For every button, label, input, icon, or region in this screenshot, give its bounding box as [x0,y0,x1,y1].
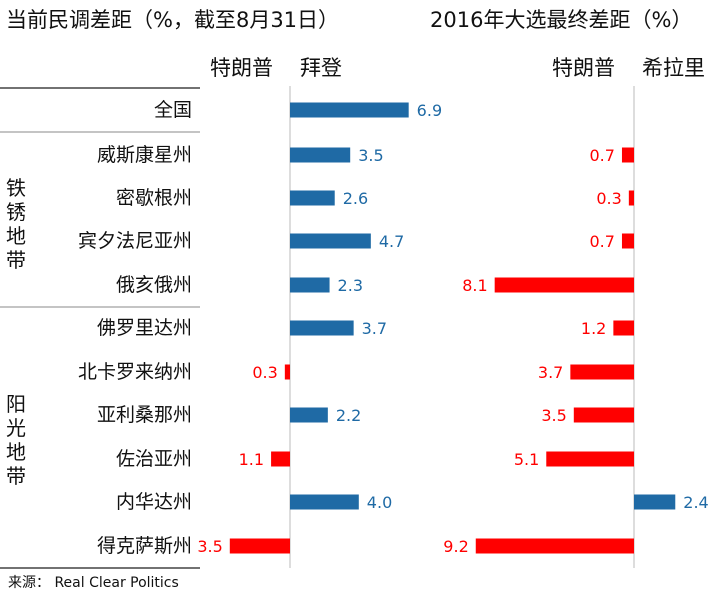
state-label: 密歇根州 [115,187,192,209]
group-label-rust-belt: 铁锈地带 [6,176,26,272]
data-label: 9.2 [443,537,468,556]
data-label: 8.1 [462,276,487,295]
bar [290,407,328,423]
bar [290,102,409,118]
bar [290,147,351,163]
data-label: 6.9 [417,101,442,120]
data-label: 3.5 [358,146,383,165]
data-label: 2.2 [336,406,361,425]
bar [290,320,354,336]
data-label: 0.3 [596,189,621,208]
data-label: 1.1 [239,450,264,469]
state-label: 亚利桑那州 [96,404,192,426]
state-label: 北卡罗来纳州 [77,361,192,383]
data-label: 0.3 [252,363,277,382]
label-trump-2016: 特朗普 [552,56,615,80]
bar [621,147,634,163]
data-label: 3.7 [538,363,563,382]
state-label: 得克萨斯州 [96,535,192,557]
bar [628,190,634,206]
bar [290,494,359,510]
group-label-sun-belt: 阳光地带 [6,392,26,488]
data-label: 5.1 [514,450,539,469]
bar [290,233,371,249]
bar [229,538,290,554]
data-label: 4.0 [367,493,392,512]
bar [494,277,634,293]
data-label: 3.5 [541,406,566,425]
state-label: 内华达州 [115,491,192,513]
data-label: 0.7 [590,146,615,165]
bar [475,538,634,554]
bar [290,277,330,293]
data-label: 0.7 [590,232,615,251]
bar [613,320,634,336]
state-label: 佐治亚州 [115,448,192,470]
title-left: 当前民调差距（%，截至8月31日） [6,8,340,32]
state-label: 佛罗里达州 [96,317,192,339]
source-note: 来源： Real Clear Politics [8,575,179,591]
bar [284,364,290,380]
bar [271,451,290,467]
state-label: 宾夕法尼亚州 [77,230,192,252]
bar [546,451,634,467]
title-right: 2016年大选最终差距（%） [430,8,693,32]
bar [634,494,676,510]
data-label: 2.6 [343,189,368,208]
label-trump-current: 特朗普 [210,56,273,80]
data-label: 2.4 [683,493,708,512]
state-label: 俄亥俄州 [115,274,192,296]
data-label: 2.3 [338,276,363,295]
data-label: 1.2 [581,319,606,338]
bar [621,233,634,249]
state-label: 威斯康星州 [96,144,192,166]
data-label: 3.7 [362,319,387,338]
data-label: 3.5 [197,537,222,556]
state-label: 全国 [153,99,192,121]
label-biden: 拜登 [300,56,342,80]
data-label: 4.7 [379,232,404,251]
bar [570,364,634,380]
bar [290,190,335,206]
bar [573,407,634,423]
label-hillary: 希拉里 [642,56,705,80]
